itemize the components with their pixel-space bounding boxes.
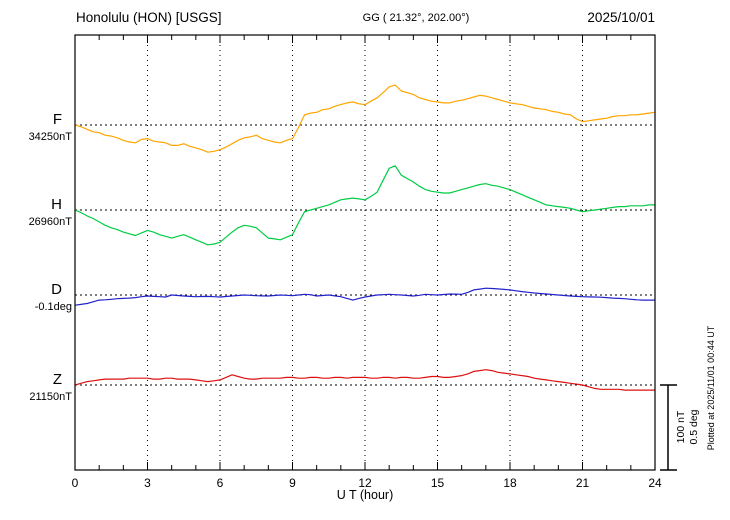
series-letter-F: F [53,111,62,128]
x-tick-label: 21 [576,476,590,490]
series-letter-D: D [51,281,62,298]
series-trace-D [74,287,655,306]
station-title: Honolulu (HON) [USGS] [76,10,222,25]
series-baseline-value-F: 34250nT [29,131,73,143]
series-trace-Z [74,369,655,391]
x-tick-label: 24 [648,476,662,490]
x-tick-label: 9 [289,476,296,490]
plot-area: 0 3 6 9 12 15 18 21 24 F 34250nT H 26960nT D -0.1deg Z 2… [29,34,677,490]
x-tick-label: 15 [431,476,445,490]
plot-border [74,34,656,471]
plot-date: 2025/10/01 [587,10,655,25]
scale-bar-nt-label: 100 nT [675,410,687,443]
series-trace-H [74,165,655,246]
geo-coordinates: GG ( 21.32°, 202.00°) [363,12,470,24]
x-tick-label: 12 [358,476,372,490]
series-baseline-value-H: 26960nT [29,216,73,228]
series-trace-F [74,84,656,153]
x-tick-label: 6 [217,476,224,490]
x-tick-label: 18 [503,476,517,490]
plot-footnote: Plotted at 2025/11/01 00:44 UT [706,325,716,450]
series-letter-Z: Z [53,371,62,388]
series-letter-H: H [51,196,62,213]
series-baseline-value-D: -0.1deg [35,301,72,313]
x-tick-label: 0 [72,476,79,490]
x-axis-label: U T (hour) [337,488,394,502]
scale-bar-deg-label: 0.5 deg [688,409,700,444]
x-tick-label: 3 [144,476,151,490]
series-baseline-value-Z: 21150nT [29,391,72,403]
